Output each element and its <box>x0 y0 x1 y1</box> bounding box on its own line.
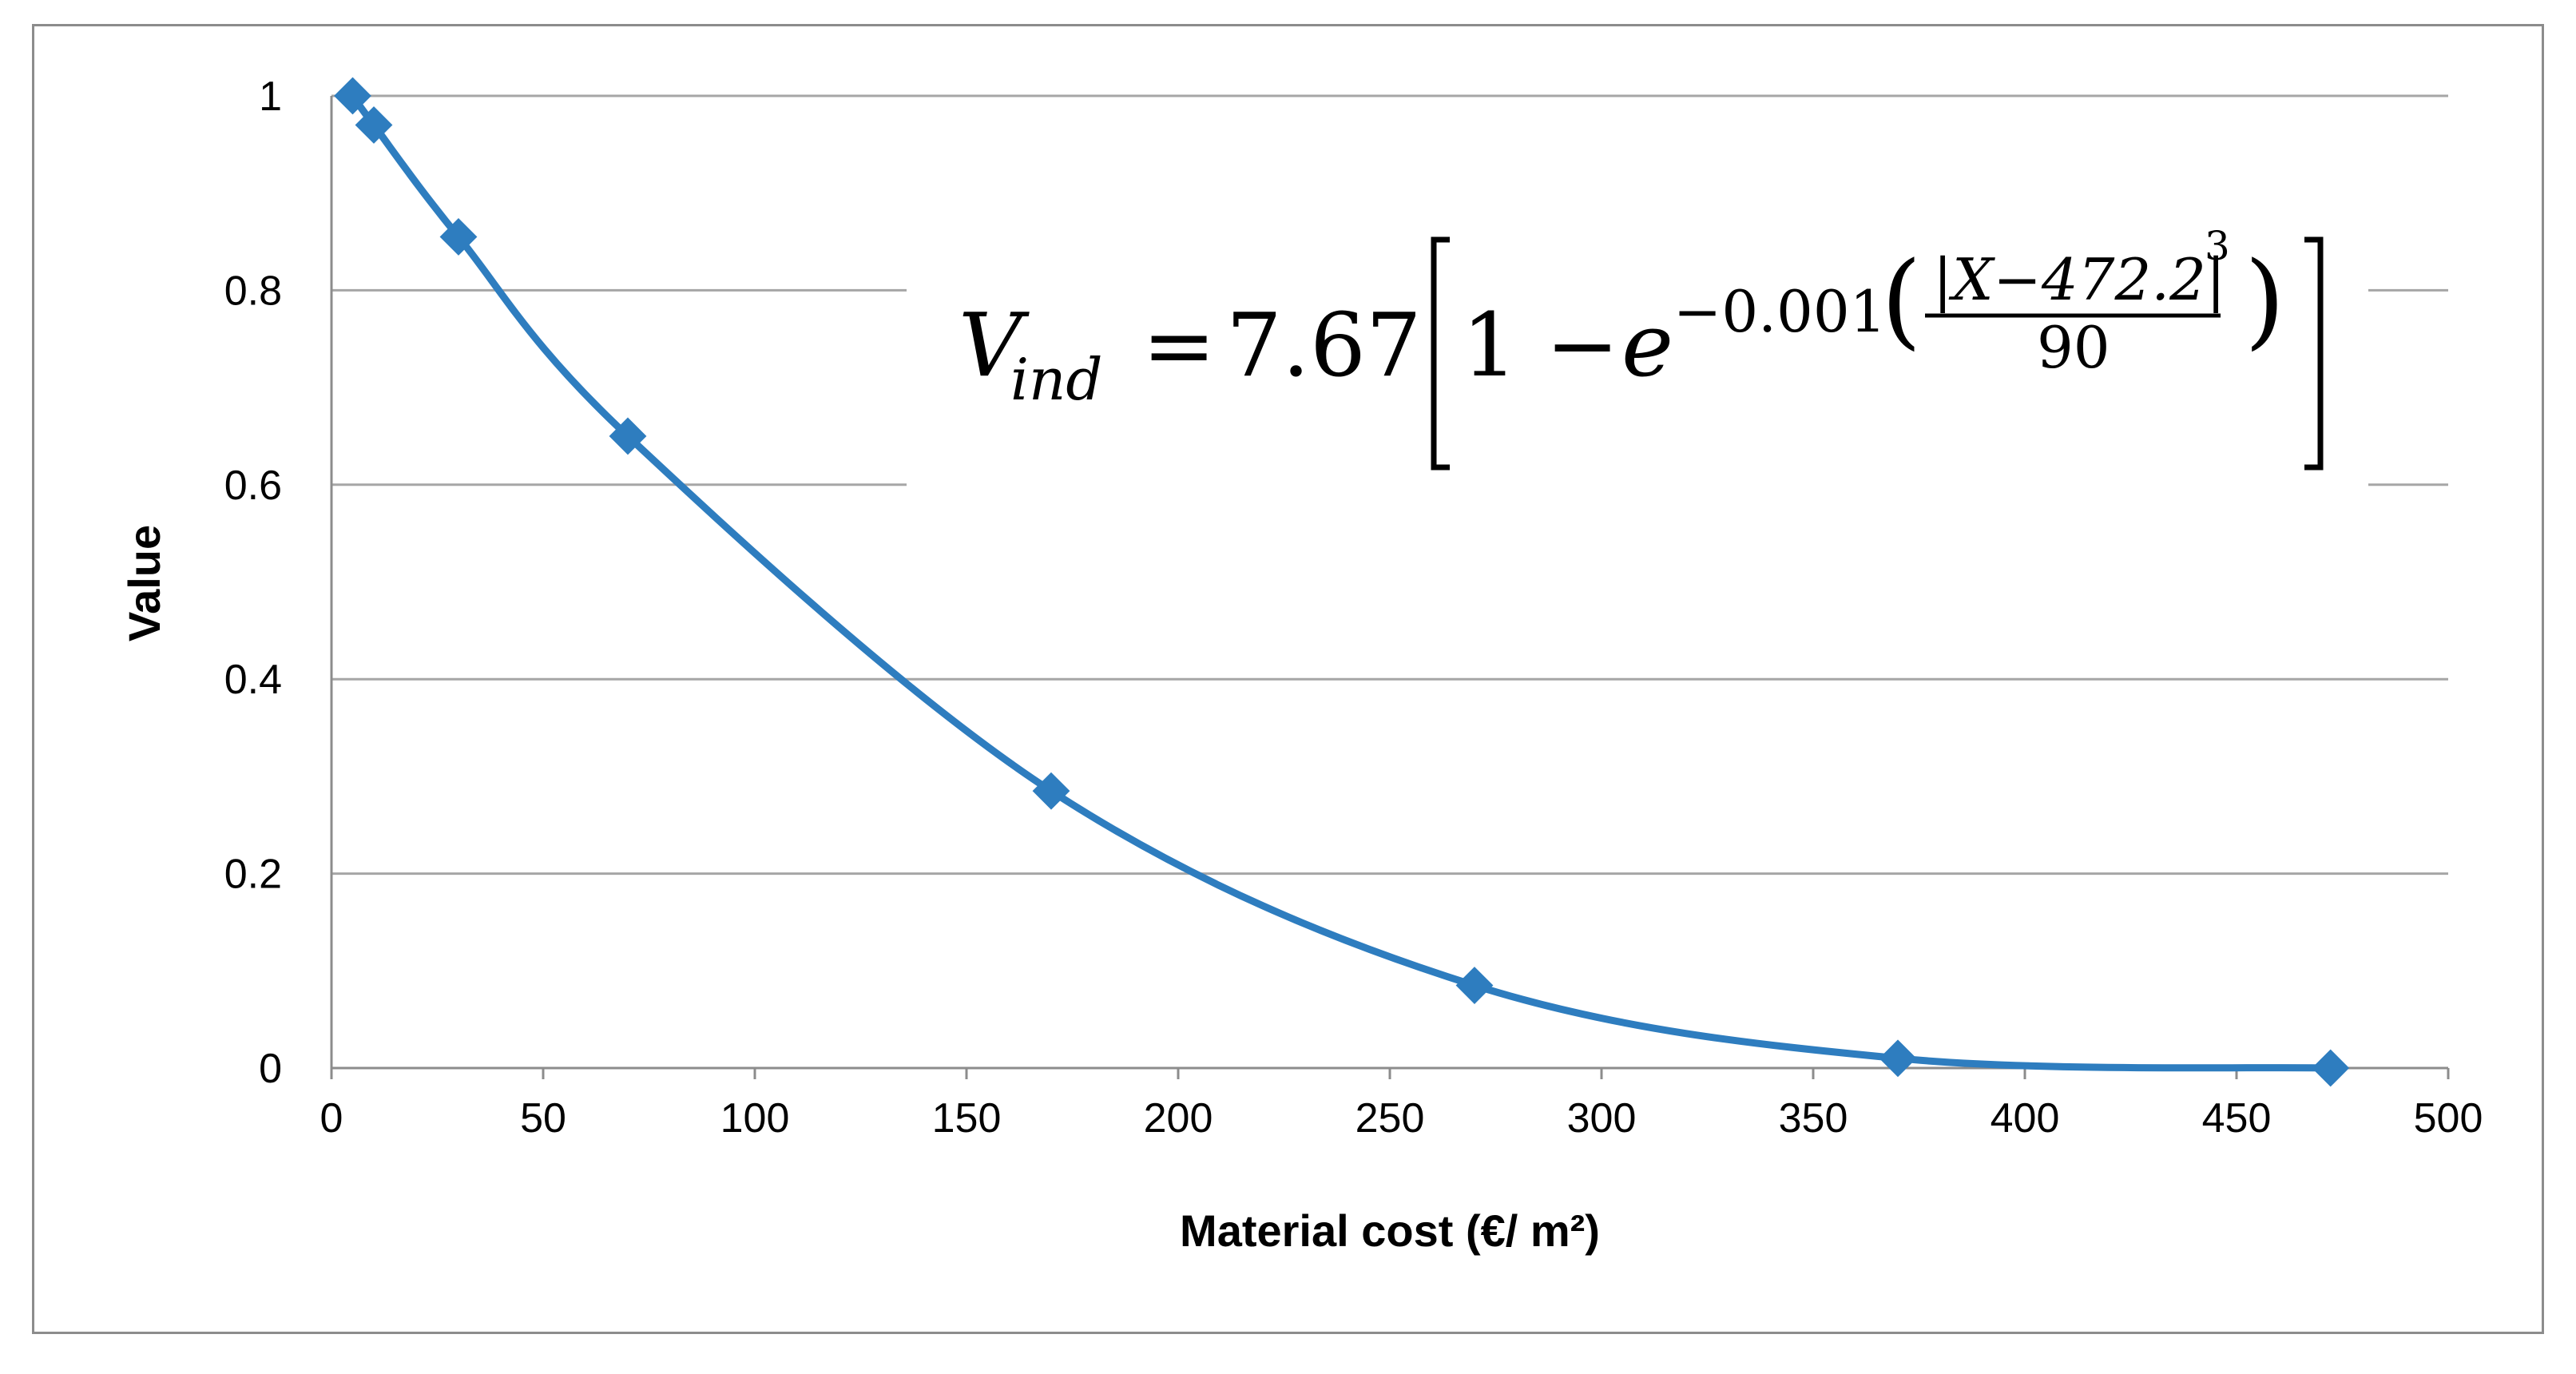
y-tick-label-2: 0.4 <box>224 657 282 703</box>
data-point-4 <box>1032 772 1070 810</box>
y-axis-title: Value <box>119 525 169 641</box>
equation-numerator-power: 3 <box>2205 223 2230 269</box>
x-tick-label-7: 350 <box>1779 1095 1848 1142</box>
y-tick-label-0: 0 <box>259 1046 282 1092</box>
equation-right-paren: ) <box>2245 239 2285 360</box>
axes: 0 0.2 0.4 0.6 0.8 1 0 50 100 150 200 250 300 350 400 45… <box>224 73 2483 1142</box>
data-point-7 <box>2312 1049 2350 1087</box>
x-tick-label-5: 250 <box>1355 1095 1425 1142</box>
equation-exponent-coefficient: −0.001 <box>1673 278 1886 345</box>
equation-lhs-var: V <box>959 294 1030 396</box>
data-point-1 <box>355 106 393 144</box>
x-axis-title: Material cost (€/ m²) <box>1180 1205 1600 1256</box>
y-tick-label-1: 0.2 <box>224 852 282 898</box>
y-tick-label-4: 0.8 <box>224 268 282 314</box>
data-point-5 <box>1455 967 1494 1004</box>
x-tick-label-10: 500 <box>2414 1095 2483 1142</box>
data-point-0 <box>334 77 371 115</box>
x-tick-label-8: 400 <box>1991 1095 2060 1142</box>
x-tick-label-1: 50 <box>520 1095 566 1142</box>
data-point-3 <box>609 417 647 455</box>
x-tick-label-6: 300 <box>1567 1095 1637 1142</box>
equation-denominator: 90 <box>2037 314 2110 381</box>
x-tick-label-3: 150 <box>932 1095 1002 1142</box>
y-tick-label-5: 1 <box>259 73 282 120</box>
x-tick-label-0: 0 <box>320 1095 343 1142</box>
equation-left-paren: ( <box>1881 239 1922 360</box>
equation-equals: = <box>1142 294 1216 396</box>
equation-right-bracket <box>2304 236 2324 471</box>
equation-annotation: V ind = 7.67 1 − e −0.001 ( |X−472.2| 3 … <box>959 223 2324 471</box>
equation-coefficient: 7.67 <box>1226 294 1422 396</box>
equation-one-minus: 1 − <box>1462 294 1619 396</box>
data-markers <box>334 77 2350 1087</box>
x-tick-label-9: 450 <box>2202 1095 2272 1142</box>
equation-base-e: e <box>1621 294 1673 396</box>
equation-numerator: |X−472.2| <box>1933 246 2225 313</box>
equation-left-bracket <box>1431 236 1450 471</box>
data-point-2 <box>439 218 478 256</box>
data-point-6 <box>1879 1039 1917 1078</box>
equation-lhs-sub: ind <box>1010 346 1103 413</box>
x-tick-label-2: 100 <box>720 1095 790 1142</box>
x-tick-label-4: 200 <box>1144 1095 1213 1142</box>
equation-background <box>907 240 2368 503</box>
y-tick-label-3: 0.6 <box>224 463 282 509</box>
